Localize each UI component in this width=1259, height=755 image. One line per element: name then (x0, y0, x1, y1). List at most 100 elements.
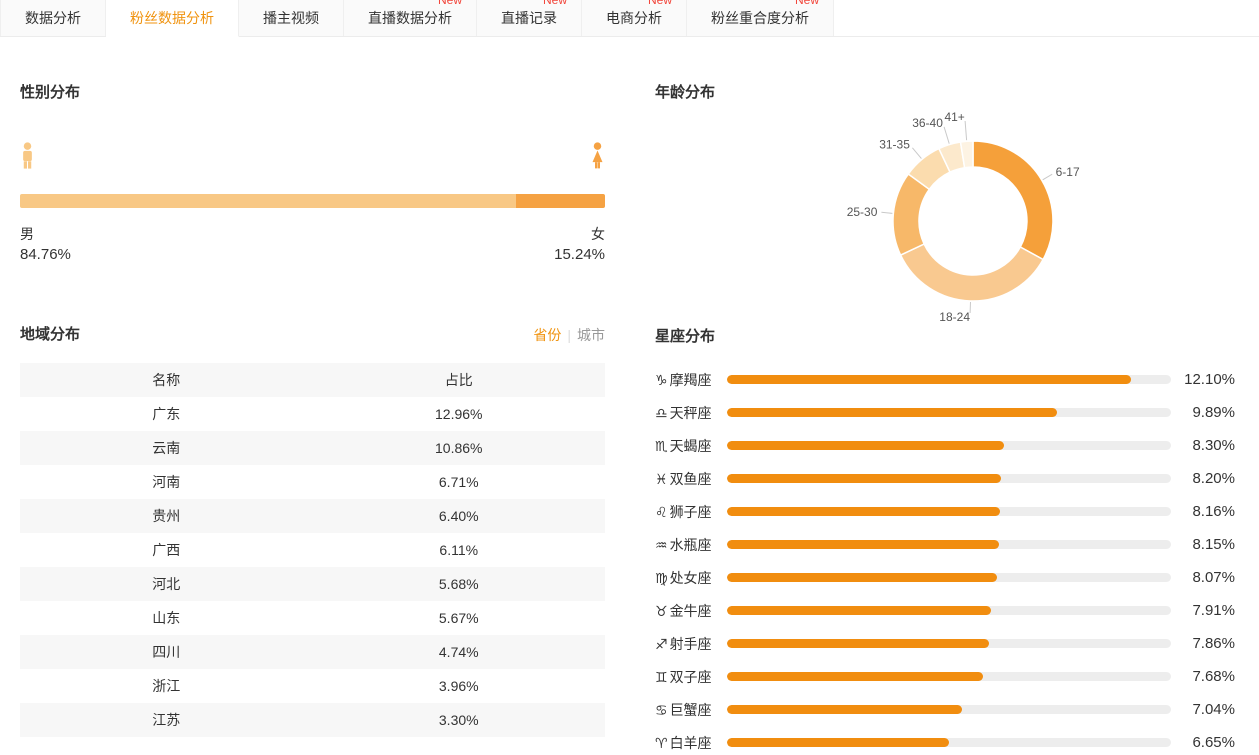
region-table-header: 名称 占比 (20, 363, 605, 397)
gender-labels-row: 男 84.76% 女 15.24% (20, 224, 605, 265)
region-share: 10.86% (435, 440, 483, 456)
region-toggle-city[interactable]: 城市 (577, 327, 605, 343)
zodiac-name: 巨蟹座 (669, 701, 712, 718)
age-leader-line (964, 120, 968, 141)
zodiac-label: ♒ 水瓶座 (655, 535, 727, 555)
region-share: 5.67% (438, 610, 479, 626)
new-badge: New (647, 0, 672, 7)
zodiac-name: 射手座 (669, 635, 712, 652)
zodiac-row: ♑ 摩羯座 12.10% (655, 363, 1235, 396)
zodiac-value: 7.04% (1192, 701, 1235, 718)
zodiac-symbol-icon: ♋ (655, 702, 668, 719)
zodiac-row: ♉ 金牛座 7.91% (655, 594, 1235, 627)
tab-host-videos[interactable]: 播主视频 (239, 0, 344, 36)
zodiac-symbol-icon: ♌ (655, 504, 668, 521)
zodiac-bar (727, 540, 1000, 549)
zodiac-label: ♑ 摩羯座 (655, 370, 727, 390)
region-share: 3.30% (438, 712, 479, 728)
female-icon (590, 142, 605, 172)
zodiac-label: ♎ 天秤座 (655, 403, 727, 423)
tab-fan-data-analysis[interactable]: 粉丝数据分析 (106, 0, 239, 37)
zodiac-symbol-icon: ♊ (655, 669, 668, 686)
age-leader-line (881, 211, 893, 214)
tab-data-analysis[interactable]: 数据分析 (0, 0, 106, 36)
zodiac-row: ♍ 处女座 8.07% (655, 561, 1235, 594)
zodiac-symbol-icon: ♎ (655, 405, 668, 422)
female-value: 15.24% (554, 246, 605, 263)
tab-label: 粉丝重合度分析 (711, 10, 809, 26)
table-row: 贵州 6.40% (20, 499, 605, 533)
region-section: 地域分布 省份 | 城市 名称 占比 广东 12.96% 云南 10.86% 河南 6.71% 贵州… (20, 325, 605, 737)
age-leader-line (943, 126, 950, 144)
tab-fan-overlap-analysis[interactable]: 粉丝重合度分析 New (687, 0, 834, 36)
region-share: 4.74% (438, 644, 479, 660)
zodiac-row: ♐ 射手座 7.86% (655, 627, 1235, 660)
zodiac-row: ♌ 狮子座 8.16% (655, 495, 1235, 528)
zodiac-bar-track (727, 705, 1171, 714)
age-donut-chart: 6-17 18-24 25-30 31-35 36-40 41+ (655, 107, 1235, 323)
age-label-25-30: 25-30 (847, 205, 878, 219)
age-segment-6-17 (972, 140, 1054, 261)
region-name: 贵州 (152, 508, 181, 524)
table-row: 四川 4.74% (20, 635, 605, 669)
toggle-separator: | (567, 327, 571, 343)
tab-live-data-analysis[interactable]: 直播数据分析 New (344, 0, 477, 36)
age-segment-18-24 (899, 243, 1045, 302)
age-leader-line (1042, 173, 1053, 181)
region-name: 云南 (152, 440, 181, 456)
tab-label: 直播记录 (501, 10, 557, 26)
zodiac-value: 9.89% (1192, 404, 1235, 421)
zodiac-label: ♊ 双子座 (655, 667, 727, 687)
female-bar-segment (515, 194, 605, 208)
region-name: 广东 (152, 406, 181, 422)
zodiac-value: 8.20% (1192, 470, 1235, 487)
new-badge: New (794, 0, 819, 7)
zodiac-bar (727, 408, 1058, 417)
zodiac-name: 天蝎座 (669, 437, 712, 454)
zodiac-symbol-icon: ♈ (655, 735, 668, 752)
region-share: 6.11% (439, 542, 479, 558)
male-bar-segment (20, 194, 516, 208)
right-column: 年龄分布 6-17 18-24 25-30 31-35 36-40 41+ 星座分布 ♑ 摩… (655, 83, 1259, 755)
new-badge: New (542, 0, 567, 7)
tab-label: 粉丝数据分析 (130, 10, 214, 26)
age-label-36-40: 36-40 (912, 116, 943, 130)
zodiac-value: 6.65% (1192, 734, 1235, 751)
zodiac-symbol-icon: ♑ (655, 372, 668, 389)
zodiac-bar-track (727, 507, 1171, 516)
new-badge: New (437, 0, 462, 7)
zodiac-name: 天秤座 (669, 404, 712, 421)
age-section: 年龄分布 6-17 18-24 25-30 31-35 36-40 41+ (655, 83, 1235, 323)
male-value: 84.76% (20, 246, 71, 263)
zodiac-bar-track (727, 672, 1171, 681)
region-share: 5.68% (438, 576, 479, 592)
age-label-41+: 41+ (944, 110, 964, 124)
zodiac-bar-track (727, 639, 1171, 648)
male-label: 男 (20, 226, 34, 242)
tab-label: 数据分析 (25, 10, 81, 26)
zodiac-label: ♍ 处女座 (655, 568, 727, 588)
tab-live-records[interactable]: 直播记录 New (477, 0, 582, 36)
zodiac-value: 7.91% (1192, 602, 1235, 619)
region-name: 四川 (152, 644, 181, 660)
female-label: 女 (591, 226, 605, 242)
gender-ratio-bar (20, 194, 605, 208)
region-toggle-province[interactable]: 省份 (533, 327, 562, 343)
region-name: 河南 (152, 474, 181, 490)
table-row: 浙江 3.96% (20, 669, 605, 703)
table-row: 河北 5.68% (20, 567, 605, 601)
zodiac-label: ♈ 白羊座 (655, 733, 727, 753)
zodiac-symbol-icon: ♒ (655, 537, 668, 554)
zodiac-name: 双子座 (669, 668, 712, 685)
tab-ecommerce-analysis[interactable]: 电商分析 New (582, 0, 687, 36)
zodiac-bar (727, 606, 992, 615)
zodiac-value: 7.68% (1192, 668, 1235, 685)
table-row: 云南 10.86% (20, 431, 605, 465)
left-column: 性别分布 (20, 83, 605, 755)
region-table: 名称 占比 广东 12.96% 云南 10.86% 河南 6.71% 贵州 6.40% 广西 6.11… (20, 363, 605, 737)
zodiac-name: 摩羯座 (669, 371, 712, 388)
gender-icons-row (20, 142, 605, 172)
zodiac-value: 12.10% (1184, 371, 1235, 388)
zodiac-bar-track (727, 441, 1171, 450)
age-leader-line (912, 147, 922, 159)
